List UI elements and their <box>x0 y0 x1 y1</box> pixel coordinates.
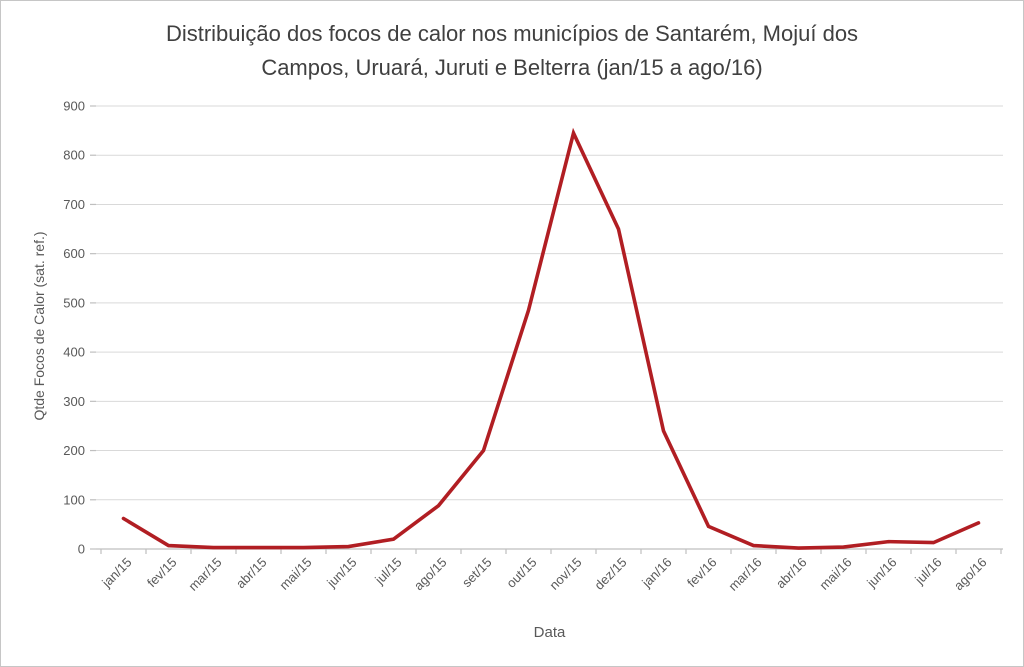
x-tick-label: jun/15 <box>323 555 359 591</box>
x-tick-label: jan/16 <box>638 555 674 591</box>
x-tick-label: dez/15 <box>591 555 629 593</box>
x-tick-label: fev/16 <box>684 555 720 591</box>
x-axis-title: Data <box>533 624 566 641</box>
data-series-line <box>121 127 981 550</box>
y-tick-label: 200 <box>63 443 85 458</box>
x-tick-label: jun/16 <box>863 555 899 591</box>
y-tick-label: 800 <box>63 148 85 163</box>
y-tick-label: 0 <box>78 542 85 557</box>
x-tick-label: out/15 <box>503 555 539 591</box>
x-tick-label: abr/15 <box>233 555 270 592</box>
y-tick-label: 700 <box>63 197 85 212</box>
x-tick-label: mai/15 <box>276 555 314 593</box>
x-tick-label: fev/15 <box>144 555 180 591</box>
y-tick-label: 900 <box>63 99 85 114</box>
y-tick-label: 600 <box>63 246 85 261</box>
chart-title-line-2: Campos, Uruará, Juruti e Belterra (jan/1… <box>261 55 763 80</box>
x-tick-label: nov/15 <box>546 555 584 593</box>
y-tick-label: 100 <box>63 492 85 507</box>
y-tick-label: 400 <box>63 345 85 360</box>
chart-title-line-1: Distribuição dos focos de calor nos muni… <box>165 21 859 46</box>
x-tick-label: set/15 <box>459 555 495 591</box>
x-tick-label: ago/15 <box>411 555 450 594</box>
chart-title: Distribuição dos focos de calor nos muni… <box>1 17 1023 85</box>
x-tick-label: mar/16 <box>725 555 764 594</box>
x-tick-label: mar/15 <box>185 555 224 594</box>
x-tick-label: jan/15 <box>98 555 134 591</box>
y-axis-title: Qtde Focos de Calor (sat. ref.) <box>31 231 47 421</box>
x-tick-label: jul/15 <box>371 555 404 588</box>
x-tick-label: mai/16 <box>816 555 854 593</box>
y-tick-label: 300 <box>63 394 85 409</box>
x-tick-label: jul/16 <box>911 555 944 588</box>
x-tick-label: ago/16 <box>951 555 990 594</box>
x-tick-label: abr/16 <box>773 555 810 592</box>
y-tick-label: 500 <box>63 295 85 310</box>
